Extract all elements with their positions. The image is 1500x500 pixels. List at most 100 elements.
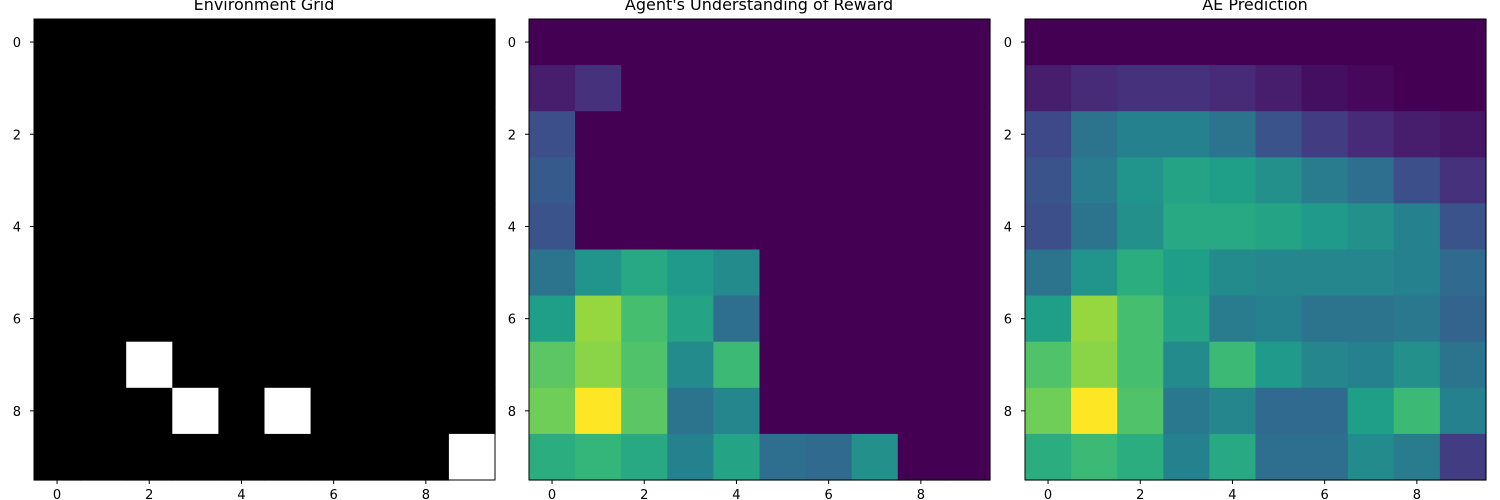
heatmap-cell — [943, 387, 991, 435]
heatmap-cell — [310, 249, 358, 297]
heatmap-cell — [264, 157, 312, 204]
heatmap-cell — [667, 295, 714, 343]
heatmap-cell — [264, 111, 312, 158]
heatmap-cell — [713, 387, 761, 435]
heatmap-cells — [1025, 19, 1487, 481]
heatmap-cell — [172, 157, 219, 204]
heatmap-cell — [621, 433, 668, 481]
heatmap-cell — [218, 203, 266, 251]
heatmap-cell — [851, 203, 899, 251]
x-tick-label: 0 — [548, 488, 556, 500]
heatmap-cell — [34, 249, 81, 297]
heatmap-cell — [1301, 433, 1349, 481]
heatmap-cell — [1163, 111, 1210, 158]
x-tick-label: 2 — [640, 488, 648, 500]
heatmap-cell — [713, 19, 761, 66]
heatmap-cell — [80, 111, 127, 158]
heatmap-cell — [713, 295, 761, 343]
heatmap-cell — [1209, 19, 1257, 66]
heatmap-cell — [943, 295, 991, 343]
heatmap-cell — [402, 433, 450, 481]
heatmap-cell — [621, 65, 668, 112]
heatmap-cell — [851, 65, 899, 112]
heatmap-cell — [529, 249, 576, 297]
heatmap-cell — [575, 433, 622, 481]
heatmap-cell — [1209, 295, 1257, 343]
heatmap-cell — [126, 157, 173, 204]
heatmap-cell — [402, 295, 450, 343]
panel-title: Environment Grid — [194, 0, 335, 14]
heatmap-cell — [1301, 295, 1349, 343]
y-tick-label: 8 — [13, 405, 21, 420]
heatmap-cell — [264, 65, 312, 112]
heatmap-cell — [1393, 387, 1441, 435]
heatmap-cell — [218, 157, 266, 204]
heatmap-cell — [621, 387, 668, 435]
heatmap-cell — [667, 19, 714, 66]
heatmap-cell — [1347, 387, 1395, 435]
x-axis: 0 2 4 6 8 — [548, 480, 925, 500]
y-tick-label: 8 — [1004, 405, 1012, 420]
heatmap-cell — [356, 203, 404, 251]
y-tick-label: 0 — [13, 36, 21, 51]
heatmap-cell — [851, 249, 899, 297]
heatmap-cell — [759, 341, 807, 389]
heatmap-cell — [172, 65, 219, 112]
heatmap-cell — [1025, 249, 1072, 297]
heatmap-cell — [34, 341, 81, 389]
plot-frame — [33, 18, 496, 481]
heatmap-cell — [897, 65, 945, 112]
heatmap-cell — [1025, 203, 1072, 251]
heatmap-cell — [805, 433, 853, 481]
heatmap-cell — [310, 295, 358, 343]
heatmap-cell — [172, 19, 219, 66]
heatmap-cell — [402, 341, 450, 389]
heatmap-cell — [1301, 341, 1349, 389]
heatmap-cell — [1393, 111, 1441, 158]
heatmap-cell — [851, 111, 899, 158]
heatmap-cell — [1393, 341, 1441, 389]
heatmap-cell — [172, 387, 219, 435]
heatmap-cell — [218, 387, 266, 435]
heatmap-cell — [1347, 295, 1395, 343]
x-tick-label: 4 — [732, 488, 740, 500]
heatmap-cell — [1347, 157, 1395, 204]
heatmap-cell — [310, 111, 358, 158]
heatmap-cell — [126, 295, 173, 343]
heatmap-cell — [805, 65, 853, 112]
heatmap-cell — [805, 387, 853, 435]
heatmap-cell — [943, 249, 991, 297]
heatmap-cell — [1117, 65, 1164, 112]
heatmap-cell — [759, 111, 807, 158]
heatmap-cell — [402, 19, 450, 66]
heatmap-cell — [356, 433, 404, 481]
heatmap-cell — [575, 341, 622, 389]
heatmap-cell — [402, 157, 450, 204]
heatmap-cell — [897, 157, 945, 204]
heatmap-cell — [310, 433, 358, 481]
heatmap-cell — [218, 249, 266, 297]
heatmap-cell — [713, 111, 761, 158]
heatmap-cell — [126, 249, 173, 297]
heatmap-cell — [172, 295, 219, 343]
heatmap-cell — [805, 341, 853, 389]
heatmap-cell — [759, 19, 807, 66]
x-tick-label: 4 — [1228, 488, 1236, 500]
x-axis: 0 2 4 6 8 — [1044, 480, 1421, 500]
heatmap-cell — [1347, 203, 1395, 251]
heatmap-cell — [1163, 203, 1210, 251]
heatmap-cell — [1025, 341, 1072, 389]
heatmap-cell — [759, 295, 807, 343]
heatmap-cell — [1117, 19, 1164, 66]
heatmap-cell — [126, 341, 173, 389]
heatmap-cell — [310, 65, 358, 112]
heatmap-cell — [1255, 295, 1303, 343]
panel-environment-grid: Environment Grid 0 2 4 6 8 0 2 4 6 8 — [13, 0, 496, 500]
heatmap-cell — [1255, 65, 1303, 112]
heatmap-cell — [1163, 295, 1210, 343]
heatmap-cell — [34, 111, 81, 158]
x-tick-label: 0 — [53, 488, 61, 500]
heatmap-cell — [529, 387, 576, 435]
heatmap-cell — [218, 433, 266, 481]
